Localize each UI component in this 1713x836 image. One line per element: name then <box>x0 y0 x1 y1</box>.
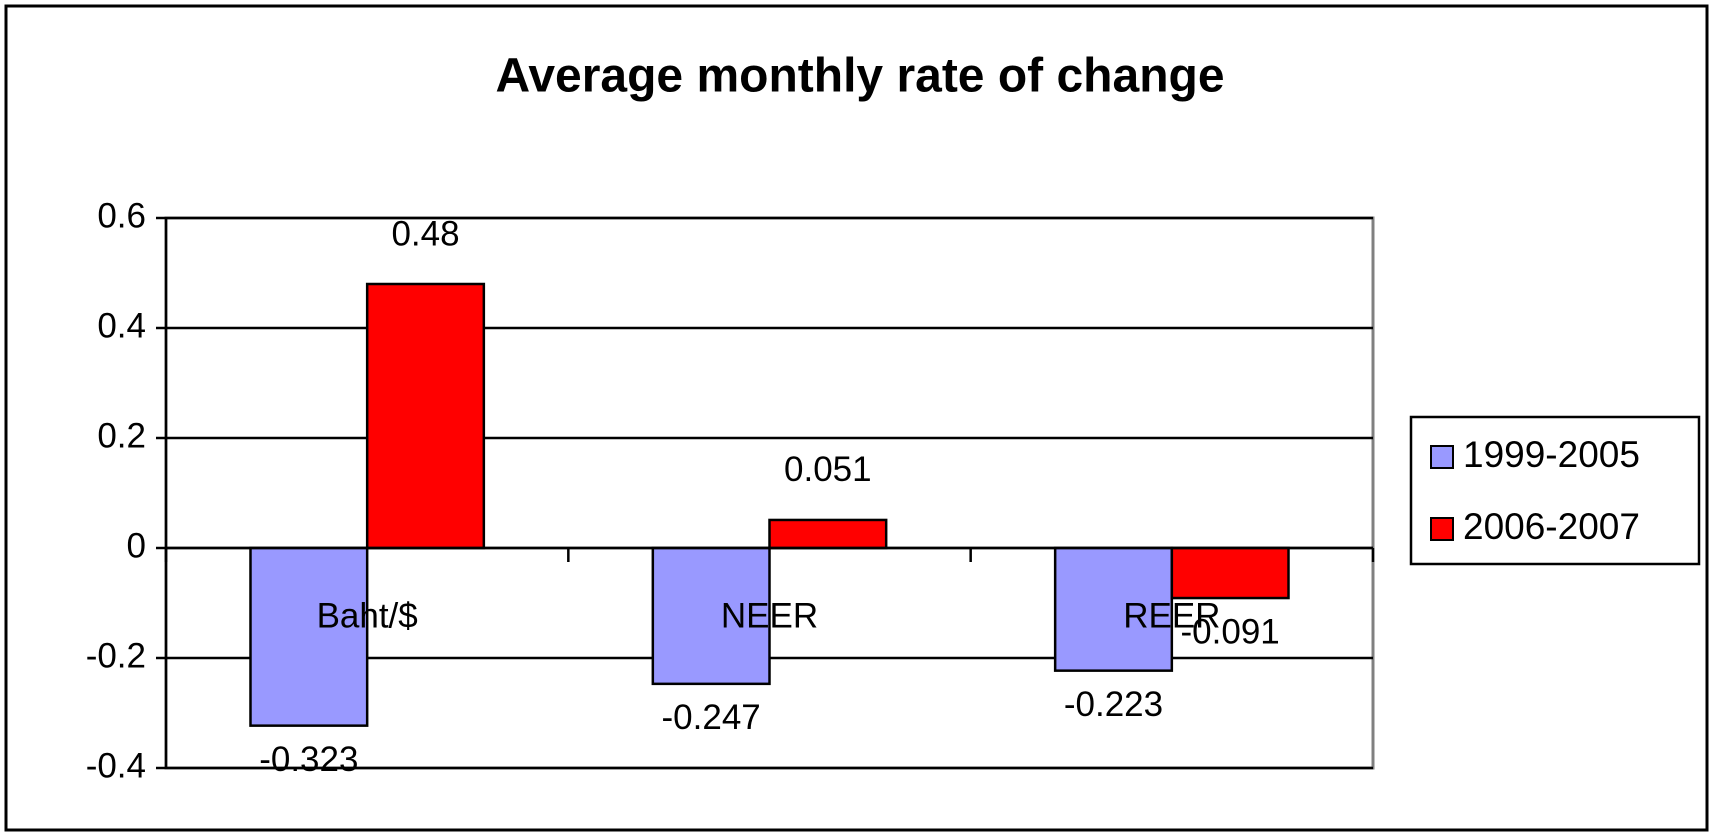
data-label: -0.223 <box>1064 685 1163 724</box>
y-tick-label: 0.4 <box>97 306 146 345</box>
y-tick-label: 0.2 <box>97 416 146 455</box>
y-tick-label: 0.6 <box>97 196 146 235</box>
y-tick-label: 0 <box>127 526 146 565</box>
bar <box>365 282 486 550</box>
x-tick-label: NEER <box>721 596 818 635</box>
bar <box>651 546 771 686</box>
data-label: -0.247 <box>662 698 761 737</box>
legend-swatch <box>1430 445 1454 469</box>
data-label: 0.48 <box>391 214 459 253</box>
chart-title: Average monthly rate of change <box>495 50 1224 103</box>
data-label: -0.323 <box>259 740 358 779</box>
x-tick-label: REER <box>1123 596 1220 635</box>
x-tick-label: Baht/$ <box>317 596 418 635</box>
bar <box>1170 546 1290 600</box>
bar <box>1053 546 1174 672</box>
legend-label: 1999-2005 <box>1463 434 1640 475</box>
data-label: -0.091 <box>1181 612 1280 651</box>
legend-label: 2006-2007 <box>1463 506 1640 547</box>
legend-swatch <box>1430 517 1454 541</box>
bar <box>768 518 888 550</box>
y-tick-label: -0.4 <box>86 746 146 785</box>
legend-box <box>1409 415 1701 566</box>
data-label: 0.051 <box>784 450 872 489</box>
bar <box>249 546 369 727</box>
y-tick-label: -0.2 <box>86 636 146 675</box>
